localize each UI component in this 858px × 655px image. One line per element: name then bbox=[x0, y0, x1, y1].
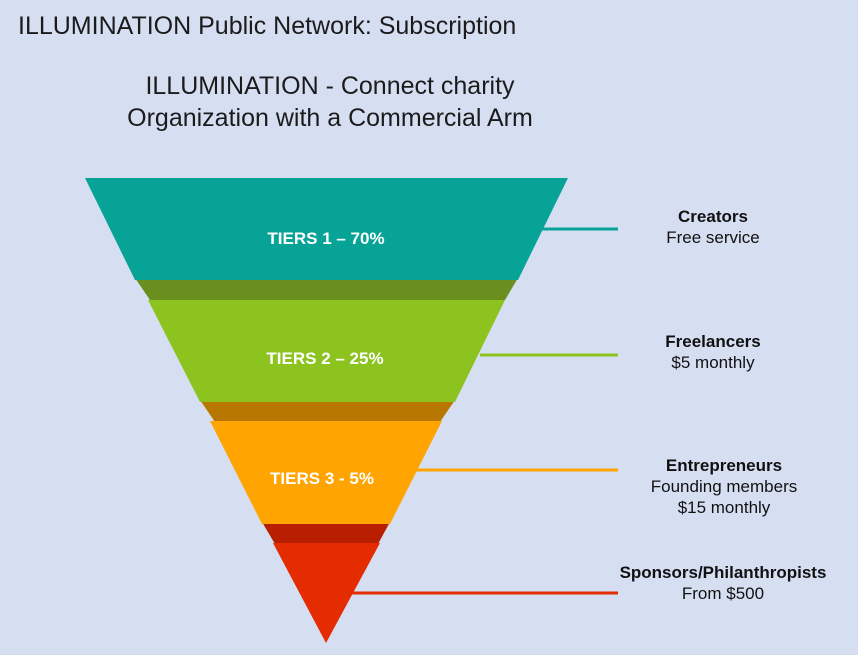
subtitle-line-2: Organization with a Commercial Arm bbox=[127, 104, 533, 132]
tier-2-info: Freelancers $5 monthly bbox=[583, 331, 843, 373]
tier-1-label: TIERS 1 – 70% bbox=[267, 229, 385, 248]
tier-2-detail: $5 monthly bbox=[671, 353, 755, 372]
tier-3-name: Entrepreneurs bbox=[665, 456, 783, 475]
tier-4-info: Sponsors/Philanthropists From $500 bbox=[593, 562, 853, 604]
tier-4-name: Sponsors/Philanthropists bbox=[619, 563, 827, 582]
tier-2-segment bbox=[148, 300, 505, 402]
tier-3-segment bbox=[210, 421, 442, 524]
tier-4-detail: From $500 bbox=[681, 584, 765, 603]
tier-2-shadow bbox=[200, 400, 455, 422]
tier-1-info: Creators Free service bbox=[583, 206, 843, 248]
tier-3-shadow bbox=[262, 522, 390, 544]
page-title: ILLUMINATION Public Network: Subscriptio… bbox=[18, 12, 517, 40]
tier-3-info: Entrepreneurs Founding members $15 month… bbox=[594, 455, 854, 518]
tier-2-name: Freelancers bbox=[665, 332, 761, 351]
tier-1-shadow bbox=[135, 278, 518, 300]
subtitle-line-1: ILLUMINATION - Connect charity bbox=[145, 72, 515, 100]
tier-1-detail: Free service bbox=[666, 228, 760, 247]
tier-3-detail-2: $15 monthly bbox=[677, 498, 771, 517]
tier-1-name: Creators bbox=[678, 207, 748, 226]
tier-2-label: TIERS 2 – 25% bbox=[266, 349, 384, 368]
tier-3-detail-1: Founding members bbox=[650, 477, 798, 496]
tier-4-segment bbox=[273, 543, 380, 643]
tier-1-segment bbox=[85, 178, 568, 280]
tier-3-label: TIERS 3 - 5% bbox=[270, 469, 374, 488]
